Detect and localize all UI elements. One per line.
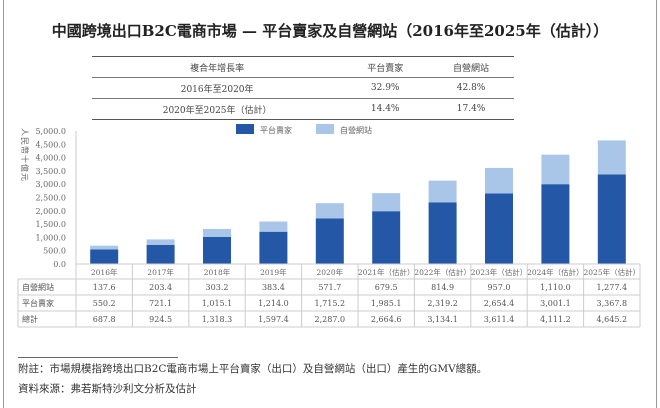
row-label: 總計 [22,314,38,324]
data-label: 3,134.1 [427,315,458,324]
bar-own-site [90,245,119,250]
bar-platform-seller [259,231,288,264]
bar-own-site [315,203,344,219]
y-tick-label: 2,500.0 [35,194,66,203]
data-label: 3,611.4 [484,315,515,324]
cagr-cell: 32.9% [342,77,429,99]
x-tick-label: 2022年（估計） [414,267,471,277]
bar-own-site [203,228,231,237]
data-label: 137.6 [93,283,116,292]
legend-label: 平台賣家 [260,125,292,135]
data-label: 957.0 [488,283,511,292]
data-label: 550.2 [93,299,116,308]
legend-swatch [316,124,334,134]
data-label: 303.2 [206,283,229,292]
bar-own-site [372,193,401,212]
y-tick-label: 4,000.0 [35,154,66,163]
bar-platform-seller [485,193,513,264]
stacked-bar-chart: 5,000.0 4,500.0 4,000.0 3,500.0 3,000.0 2,500… [17,124,641,328]
row-label: 平台賣家 [22,298,54,308]
bar-own-site [259,221,288,232]
cagr-header: 自營網站 [428,56,514,78]
data-label: 3,001.1 [540,299,571,308]
bar-platform-seller [203,236,231,264]
data-label: 4,645.2 [597,315,628,324]
data-label: 383.4 [262,283,285,292]
cagr-header: 複合年增長率 [92,56,343,78]
x-tick-label: 2016年 [91,267,118,277]
legend-swatch [236,124,254,134]
data-label: 1,318.3 [202,315,233,324]
y-tick-label: 4,500.0 [35,140,66,149]
data-label: 1,277.4 [597,283,628,292]
bar-platform-seller [428,202,457,264]
cagr-cell: 14.4% [342,98,429,120]
data-label: 814.9 [431,283,454,292]
data-label: 687.8 [93,315,116,324]
cagr-cell: 17.4% [428,98,514,120]
y-tick-label: 5,000.0 [35,127,66,136]
y-tick-label: 0.0 [53,260,66,269]
cagr-table: 複合年增長率 平台賣家 自營網站 2016年至2020年 32.9% 42.8% 202… [92,56,514,120]
bar-platform-seller [541,184,570,264]
data-label: 2,654.4 [484,299,515,308]
y-tick-label: 500.0 [43,247,66,256]
bar-own-site [485,167,513,194]
data-label: 1,715.2 [315,299,346,308]
data-label: 1,214.0 [258,299,289,308]
bar-platform-seller [597,174,626,264]
source-note: 資料來源：弗若斯特沙利文分析及估計 [18,383,197,395]
bar-own-site [428,180,457,203]
bar-own-site [146,239,175,245]
data-label: 721.1 [149,299,172,308]
cagr-cell: 2016年至2020年 [92,77,343,99]
data-label: 1,985.1 [371,299,402,308]
bar-platform-seller [315,218,344,264]
chart-title: 中國跨境出口B2C電商市場 — 平台賣家及自營網站（2016年至2025年（估計… [51,22,609,40]
y-tick-label: 1,000.0 [35,233,66,242]
x-tick-label: 2023年（估計） [471,267,528,277]
row-label: 自營網站 [22,282,54,292]
legend-label: 自營網站 [340,125,372,135]
data-label: 679.5 [375,283,398,292]
y-tick-label: 1,500.0 [35,220,66,229]
x-tick-label: 2025年（估計） [584,267,641,277]
x-tick-label: 2021年（估計） [358,267,415,277]
x-tick-label: 2024年（估計） [527,267,584,277]
data-label: 2,287.0 [315,315,346,324]
bar-platform-seller [90,249,119,264]
y-tick-label: 3,500.0 [35,167,66,176]
bar-own-site [541,154,570,185]
data-label: 4,111.2 [540,315,571,324]
x-tick-label: 2020年 [317,267,344,277]
footnote: 附註：市場規模指跨境出口B2C電商市場上平台賣家（出口）及自營網站（出口）產生的… [18,363,488,375]
data-label: 571.7 [318,283,341,292]
bar-platform-seller [372,211,401,264]
data-label: 1,597.4 [258,315,289,324]
y-axis-label: 人民幣十億元 [20,128,30,182]
data-label: 1,015.1 [202,299,233,308]
y-tick-label: 3,000.0 [35,180,66,189]
x-tick-label: 2018年 [204,267,231,277]
data-label: 924.5 [149,315,172,324]
data-label: 2,319.2 [427,299,458,308]
bar-platform-seller [146,244,175,264]
data-label: 203.4 [149,283,172,292]
x-tick-label: 2017年 [147,267,174,277]
bar-own-site [597,140,626,175]
data-label: 2,664.6 [371,315,402,324]
cagr-cell: 42.8% [428,77,514,99]
data-label: 3,367.8 [597,299,628,308]
x-tick-label: 2019年 [260,267,287,277]
data-label: 1,110.0 [540,283,571,292]
cagr-cell: 2020年至2025年（估計） [92,98,343,120]
footnote-rule [18,357,178,358]
frame [3,0,657,408]
cagr-header: 平台賣家 [342,56,429,78]
y-tick-label: 2,000.0 [35,207,66,216]
